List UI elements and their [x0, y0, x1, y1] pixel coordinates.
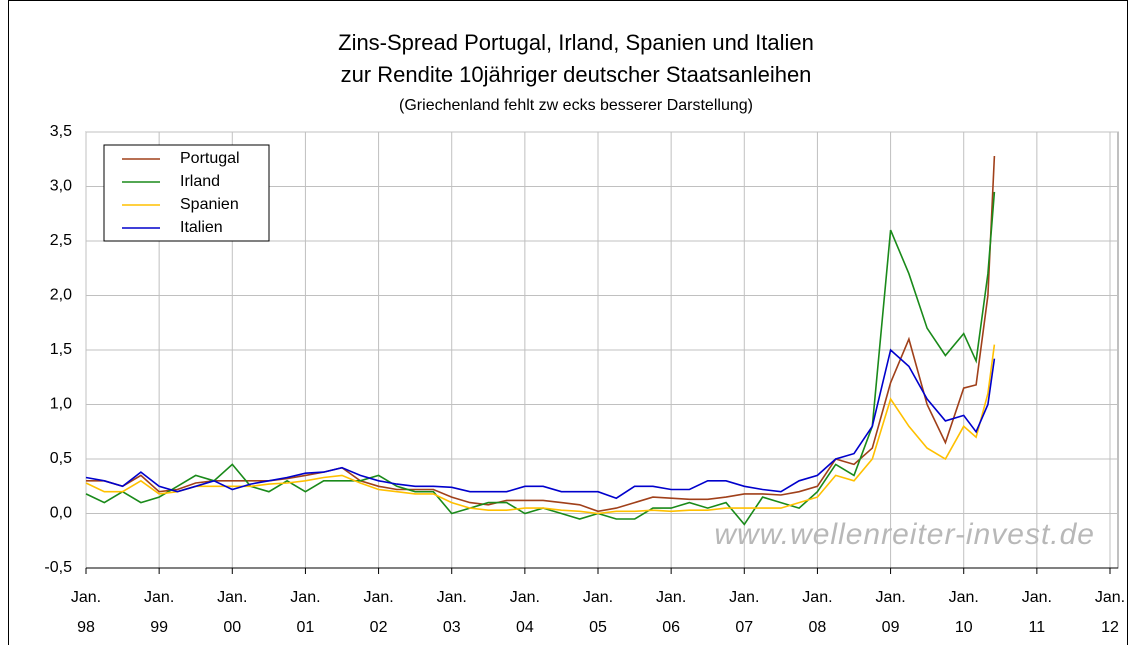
x-tick-label: Jan. 99: [144, 589, 174, 636]
y-tick-label: 3,5: [50, 123, 72, 140]
y-tick-label: 3,0: [50, 178, 72, 195]
x-tick-label: Jan. 09: [875, 589, 905, 636]
series-line: [85, 348, 996, 500]
legend-label: Irland: [180, 173, 220, 190]
x-tick-label: Jan. 08: [802, 589, 832, 636]
x-tick-label: Jan. 06: [656, 589, 686, 636]
y-tick-label: 2,5: [50, 232, 72, 249]
y-tick-label: 0,0: [50, 505, 72, 522]
chart-note: (Griechenland fehlt zw ecks besserer Dar…: [399, 97, 753, 114]
x-tick-label: Jan. 10: [949, 589, 979, 636]
x-tick-label: Jan. 12: [1095, 589, 1125, 636]
legend-label: Spanien: [180, 196, 239, 213]
chart-title: Zins-Spread Portugal, Irland, Spanien un…: [338, 30, 814, 55]
legend-label: Italien: [180, 219, 223, 236]
series-line: [86, 155, 996, 513]
x-tick-label: Jan. 01: [290, 589, 320, 636]
x-tick-label: Jan. 02: [363, 589, 393, 636]
chart-subtitle: zur Rendite 10jähriger deutscher Staatsa…: [341, 62, 812, 87]
x-tick-label: Jan. 98: [71, 589, 101, 636]
x-tick-label: Jan. 07: [729, 589, 759, 636]
legend-box: [103, 144, 270, 242]
y-tick-label: 2,0: [50, 287, 72, 304]
legend-label: Portugal: [180, 150, 240, 167]
y-tick-label: -0,5: [44, 559, 72, 576]
legend: Portugal Irland Spanien Italien: [103, 144, 270, 242]
x-tick-label: Jan. 04: [510, 589, 540, 636]
x-tick-label: Jan. 03: [437, 589, 467, 636]
x-tick-label: Jan. 05: [583, 589, 613, 636]
y-tick-label: 1,0: [50, 396, 72, 413]
y-tick-label: 1,5: [50, 341, 72, 358]
y-tick-label: 0,5: [50, 450, 72, 467]
x-tick-label: Jan. 11: [1022, 589, 1052, 636]
x-tick-label: Jan. 00: [217, 589, 247, 636]
watermark: www.wellenreiter-invest.de: [714, 518, 1095, 551]
series-line: [85, 191, 996, 526]
